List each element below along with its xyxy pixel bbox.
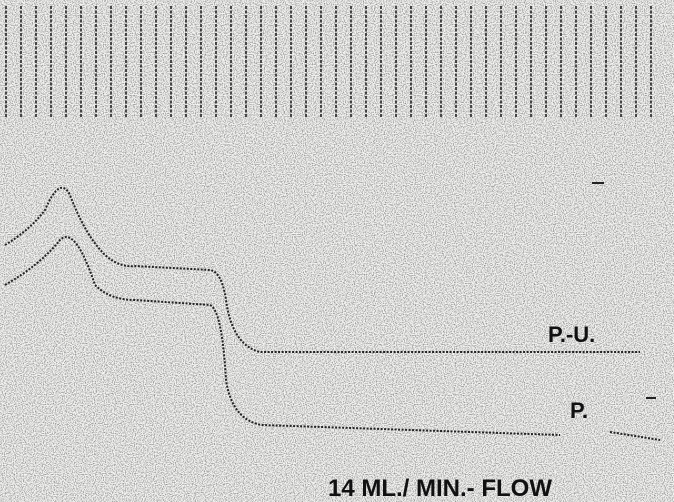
trace-label: P. [570,398,588,423]
trace-label: P.-U. [548,322,595,347]
time-marker [5,6,652,118]
upper-trace [4,186,640,353]
caption: 14 ML./ MIN.- FLOW [328,475,552,502]
lower-trace [4,236,661,441]
